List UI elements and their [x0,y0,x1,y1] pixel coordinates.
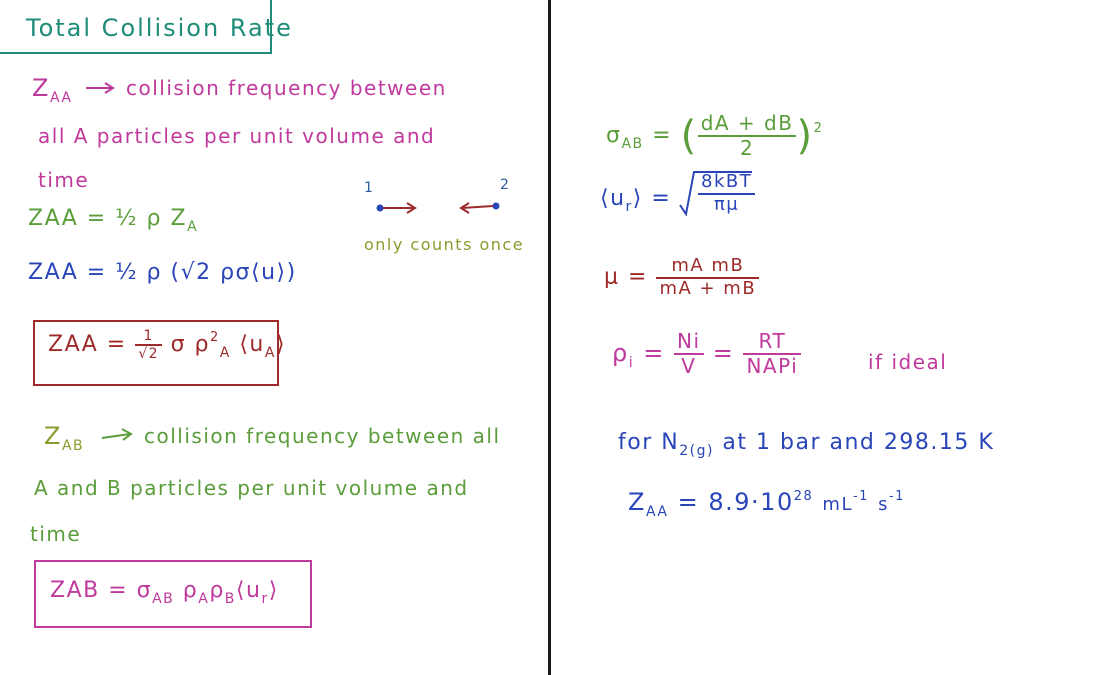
title-box [0,0,272,54]
particle-1-arrow-head [406,202,417,214]
zab-arrow-line [101,433,131,439]
reduced-mass-equation: μ = mA mB mA + mB [604,255,760,299]
zaa-desc-line-1: collision frequency between [126,76,447,100]
n2-conditions: for N2(g) at 1 bar and 298.15 K [618,430,995,459]
zaa-value: ZAA = 8.9·1028 mL-1 s-1 [628,488,905,520]
zaa-desc-line-2: all A particles per unit volume and [38,124,436,148]
boxed-zab-result [34,560,312,628]
particle-1-label: 1 [364,180,375,196]
particle-2-arrow [461,205,494,209]
particle-2-dot [492,202,500,210]
particle-2-label: 2 [500,177,511,193]
zaa-symbol: ZAA [32,74,73,106]
mean-relative-speed-fraction: 8kBT πμ [698,171,756,215]
number-density-equation: ρi = Ni V = RT NAPi [612,330,802,378]
boxed-zab-equation: ZAB = σAB ρAρB⟨ur⟩ [50,578,279,607]
zab-symbol: ZAB [44,422,85,454]
particle-1-dot [376,204,384,212]
eq-zaa-expanded: ZAA = ½ ρ (√2 ρσ⟨u⟩) [28,260,297,285]
diagram-note: only counts once [364,235,525,254]
zab-desc-line-2: A and B particles per unit volume and [34,476,469,500]
center-divider [548,0,551,675]
particle-2-arrow-head [459,202,470,214]
boxed-zaa-result [33,320,279,386]
sigma-ab-equation: σAB = (dA + dB 2)2 [606,111,824,160]
zaa-desc-line-3: time [38,168,90,192]
mean-relative-speed-lhs: ⟨ur⟩ = [600,186,672,215]
eq-zaa-half: ZAA = ½ ρ ZA [28,206,199,235]
zab-arrow-head [121,428,133,441]
zaa-arrow-head [104,82,115,94]
zab-desc-line-3: time [30,522,82,546]
zab-desc-line-1: collision frequency between all [144,424,501,448]
ideal-note: if ideal [868,350,948,374]
boxed-zaa-equation: ZAA = 1 √2 σ ρ2A ⟨uA⟩ [48,328,287,363]
page-title: Total Collision Rate [26,14,293,42]
ur-sqrt-sign [679,171,752,217]
